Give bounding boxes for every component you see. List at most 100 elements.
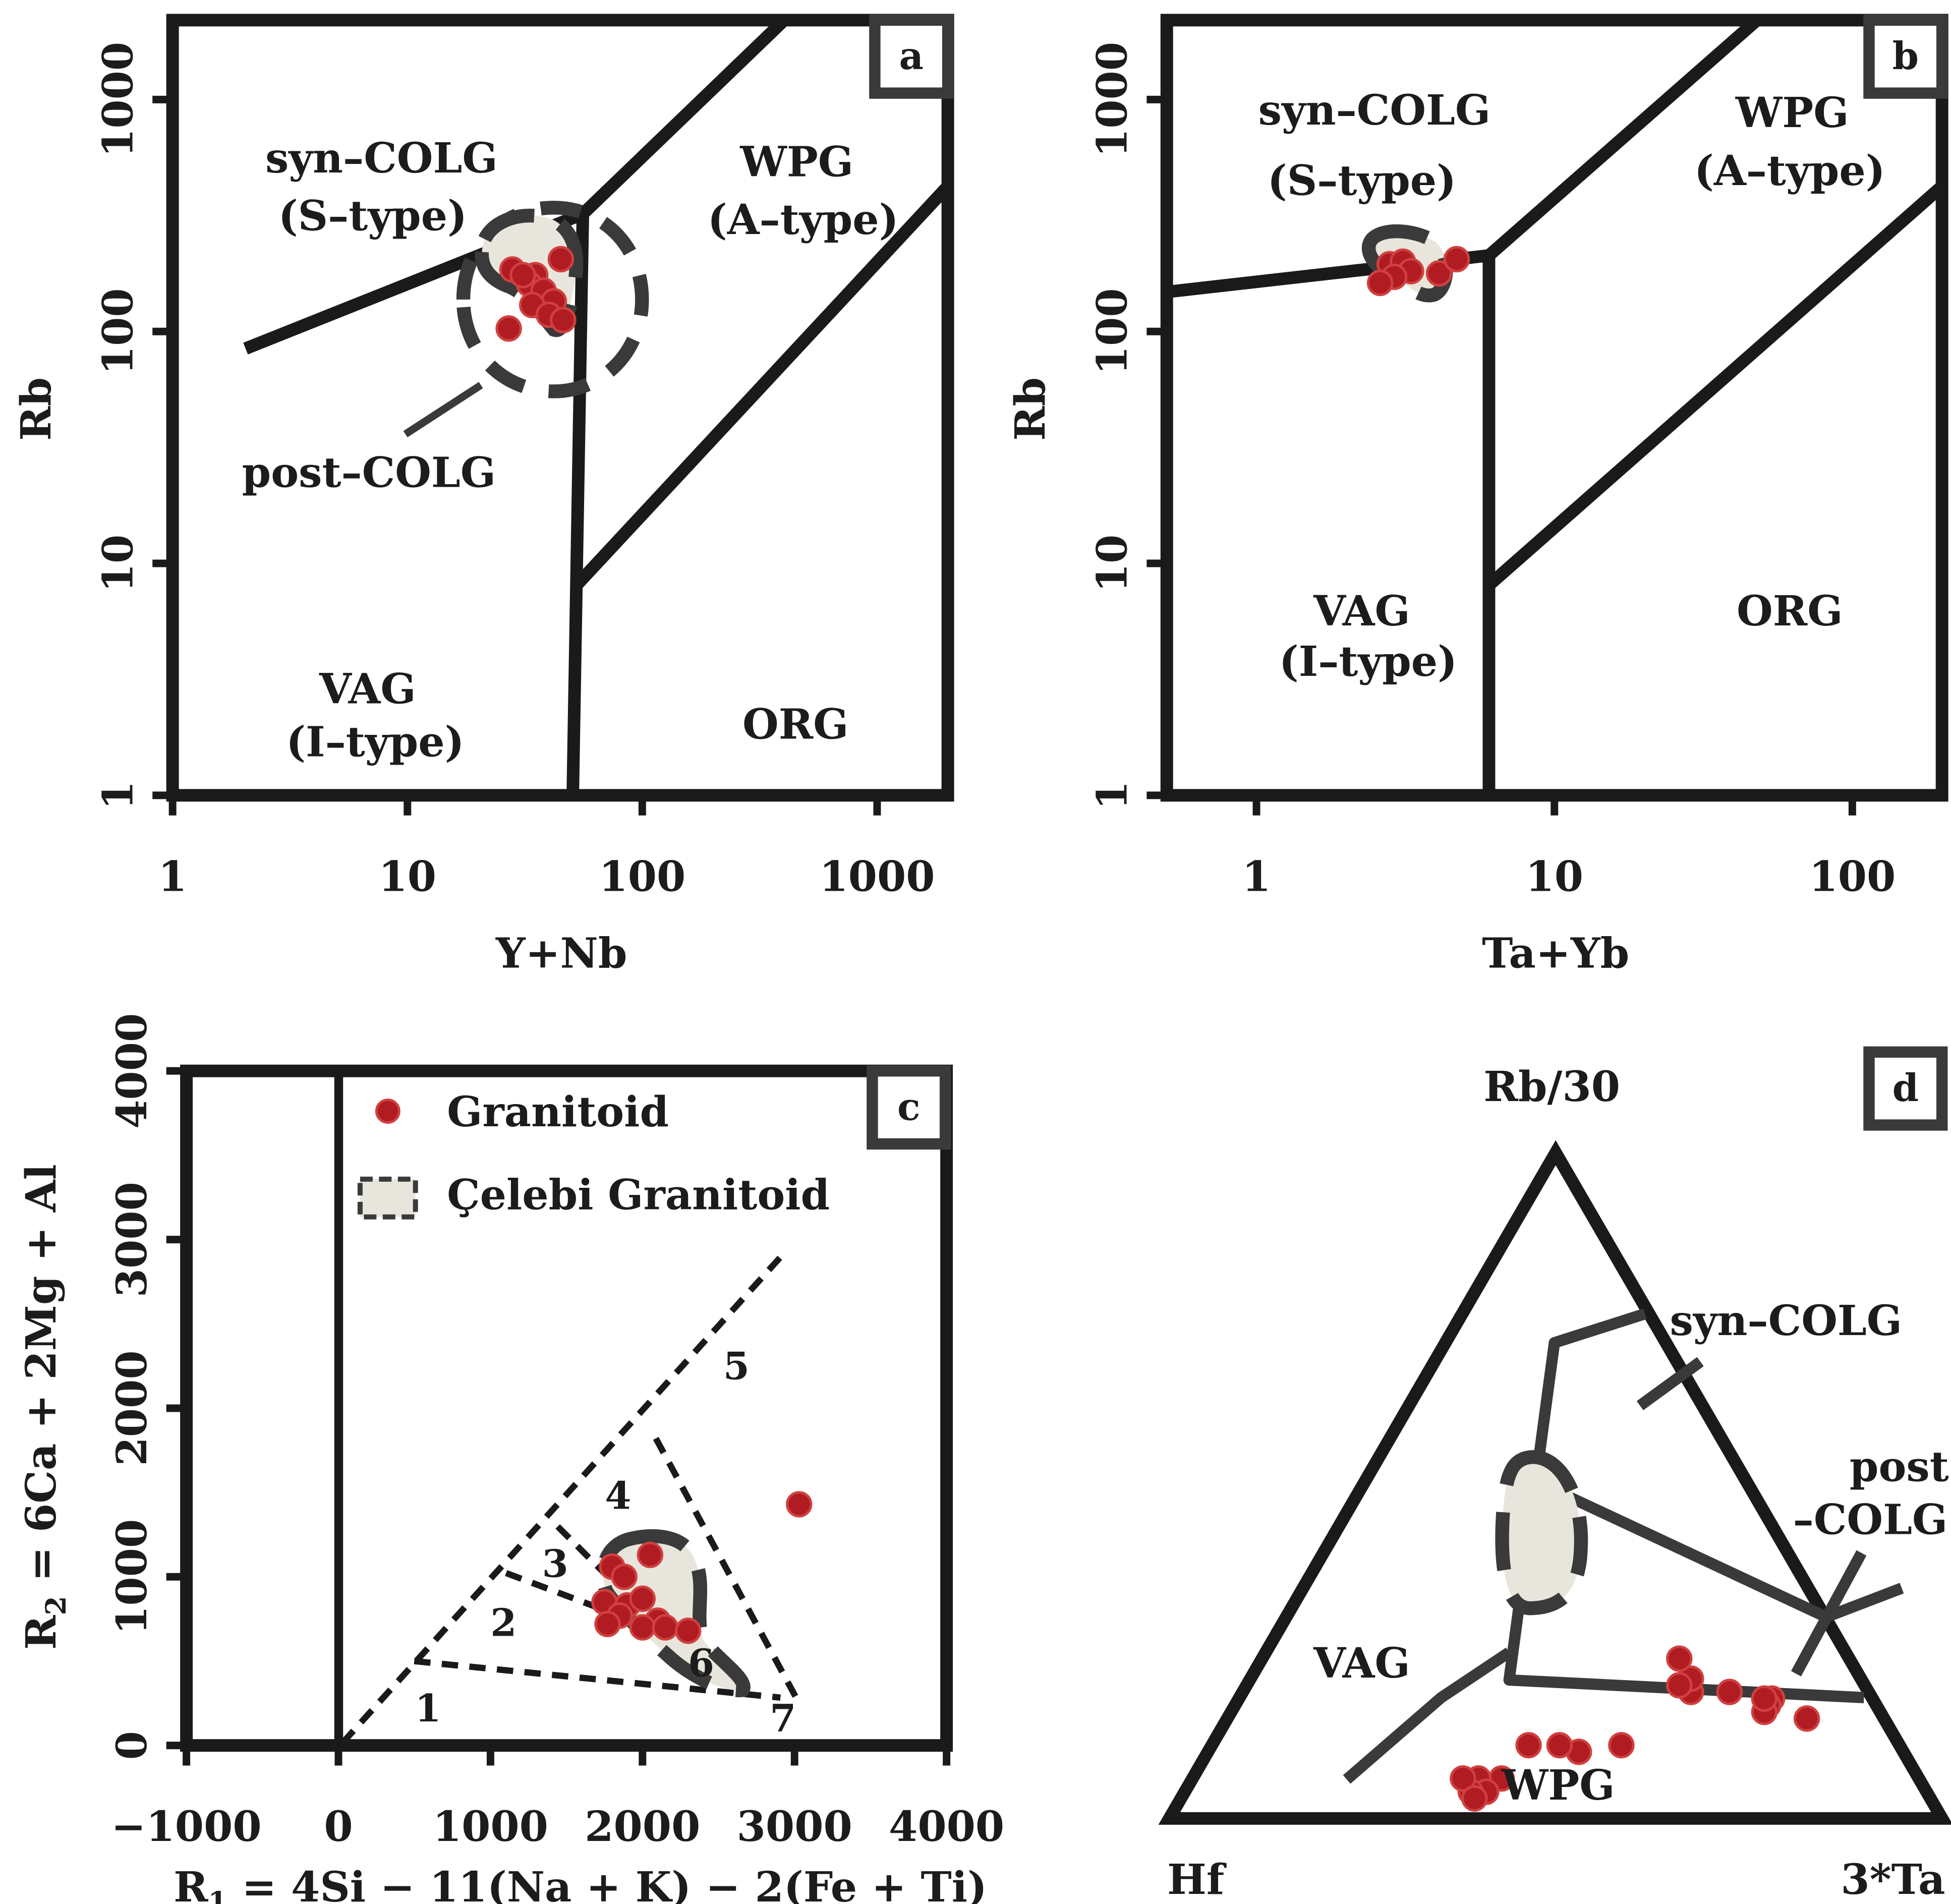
x-axis-title-c: R1 = 4Si − 11(Na + K) − 2(Fe + Ti) — [174, 1863, 987, 1904]
field-label-wpg-d: WPG — [1501, 1761, 1615, 1810]
data-point — [1751, 1685, 1778, 1712]
vag-syncolg-boundary-b — [1166, 249, 1496, 795]
data-point — [550, 307, 577, 333]
discrimination-boundaries-b — [1166, 15, 1946, 795]
panel-d: Rb/30 Hf 3*Ta syn–COLG post –COLG VAG WP… — [1158, 1046, 1951, 1904]
field-label-syncolg-d: syn–COLG — [1670, 1297, 1902, 1345]
field-number-1: 1 — [415, 1686, 441, 1730]
x-tick-label-b: 100 — [1809, 852, 1896, 901]
field-label-vag-b: VAG — [1313, 587, 1410, 636]
data-point — [1666, 1672, 1693, 1699]
plot-frame-a — [166, 14, 954, 802]
x-tick-label-b: 1 — [1242, 852, 1271, 901]
legend: Granitoid Çelebi Granitoid — [357, 1088, 830, 1220]
field-label-stype-a: (S–type) — [278, 192, 467, 241]
field-label-org-b: ORG — [1737, 587, 1843, 636]
data-point — [1546, 1732, 1573, 1759]
panel-label-c: c — [897, 1085, 921, 1129]
data-point — [1461, 1785, 1488, 1812]
y-tick-label-b: 10 — [1088, 535, 1136, 593]
data-point — [1450, 1765, 1476, 1792]
field-label-atype-a: (A–type) — [708, 196, 899, 244]
axis-ticks-a: 1 10 100 1000 1 10 100 1000 — [94, 42, 935, 901]
data-point — [1716, 1679, 1743, 1705]
panel-label-d: d — [1892, 1066, 1919, 1110]
y-tick-label-b: 100 — [1088, 288, 1136, 375]
field-number-6: 6 — [688, 1641, 714, 1685]
data-point — [1425, 260, 1453, 287]
data-point — [495, 315, 522, 342]
legend-granitoid-marker — [375, 1099, 400, 1124]
y-axis-title-c: R2 = 6Ca + 2Mg + Al — [17, 1164, 72, 1650]
data-points-d — [1450, 1645, 1820, 1812]
apex-label-top: Rb/30 — [1483, 1063, 1620, 1111]
celebi-field-d — [1495, 1450, 1588, 1615]
data-point — [629, 1614, 656, 1641]
data-point — [509, 262, 536, 289]
field-label-atype-b: (A–type) — [1694, 147, 1885, 195]
panel-label-box-d — [1863, 1046, 1948, 1131]
data-point — [1443, 246, 1470, 273]
field-number-4: 4 — [605, 1474, 631, 1518]
legend-celebi-swatch — [357, 1176, 418, 1220]
wpg-org-boundary-b — [1484, 181, 1946, 590]
wpg-org-boundary-a — [571, 182, 953, 590]
panel-label-box-c — [867, 1065, 951, 1150]
field-label-itype-a: (I–type) — [286, 718, 464, 767]
y-tick-label-c: 2000 — [108, 1350, 156, 1466]
panel-label-box-a — [869, 14, 954, 99]
panel-b: 1 10 100 1 10 100 1000 syn–COLG (S–type) WPG (… — [1006, 14, 1948, 978]
x-tick-label-a: 100 — [599, 852, 685, 901]
axis-ticks-b: 1 10 100 1 10 100 1000 — [1088, 42, 1896, 901]
data-point — [1793, 1705, 1820, 1732]
panel-label-box-b — [1863, 14, 1948, 99]
x-axis-title-a: Y+Nb — [495, 930, 627, 978]
field-label-syncolg-b: syn–COLG — [1258, 86, 1491, 135]
x-tick-label-a: 1000 — [819, 852, 935, 901]
data-point — [637, 1541, 664, 1569]
data-point — [547, 246, 575, 273]
field-label-postcolg-a: post–COLG — [242, 449, 496, 497]
vag-syncolg-boundary-a — [243, 207, 590, 796]
data-point — [786, 1491, 813, 1518]
field-label-post-d: post — [1850, 1443, 1949, 1491]
y-tick-label-a: 1 — [94, 781, 142, 810]
data-points-a — [495, 246, 577, 342]
vag-wpg-lower-boundary-d — [1343, 1647, 1513, 1784]
x-tick-label-c: 3000 — [737, 1803, 852, 1851]
apex-label-right: 3*Ta — [1841, 1856, 1945, 1904]
data-point — [675, 1618, 702, 1644]
panel-a: 1 10 100 1000 1 10 100 1000 syn–COLG (S–type) W… — [12, 14, 954, 978]
x-tick-label-c: 1000 — [433, 1803, 548, 1851]
ternary-triangle — [1158, 1140, 1951, 1825]
data-point — [1366, 269, 1394, 297]
y-tick-label-b: 1000 — [1088, 42, 1136, 157]
y-tick-label-c: 0 — [108, 1731, 156, 1760]
y-tick-label-c: 1000 — [108, 1519, 156, 1635]
field-label-itype-b: (I–type) — [1279, 638, 1457, 686]
data-point — [611, 1564, 638, 1590]
field-number-7: 7 — [770, 1696, 796, 1741]
data-point — [594, 1610, 621, 1638]
y-tick-label-a: 10 — [94, 535, 142, 593]
field-label-vag-a: VAG — [319, 665, 416, 714]
post-colg-leader-line — [403, 382, 483, 438]
syncolg-wpg-boundary-a — [578, 15, 789, 219]
discrimination-boundaries-a — [243, 15, 953, 796]
field-label-stype-b: (S–type) — [1268, 157, 1456, 205]
y-tick-label-b: 1 — [1088, 781, 1136, 810]
field-number-2: 2 — [490, 1601, 517, 1645]
field-label-wpg-a: WPG — [739, 138, 853, 186]
x-tick-label-c: −1000 — [111, 1803, 262, 1851]
field-label-vag-d: VAG — [1313, 1639, 1410, 1688]
x-tick-label-a: 10 — [378, 852, 436, 901]
data-point — [1666, 1645, 1693, 1672]
y-tick-label-a: 100 — [94, 288, 142, 375]
data-points-b — [1366, 246, 1470, 297]
data-points-c — [591, 1491, 813, 1644]
field-label-colg-d: –COLG — [1793, 1495, 1948, 1544]
data-point — [629, 1585, 656, 1612]
postcolg-leader-line — [1791, 1550, 1867, 1677]
y-tick-label-a: 1000 — [94, 42, 142, 157]
